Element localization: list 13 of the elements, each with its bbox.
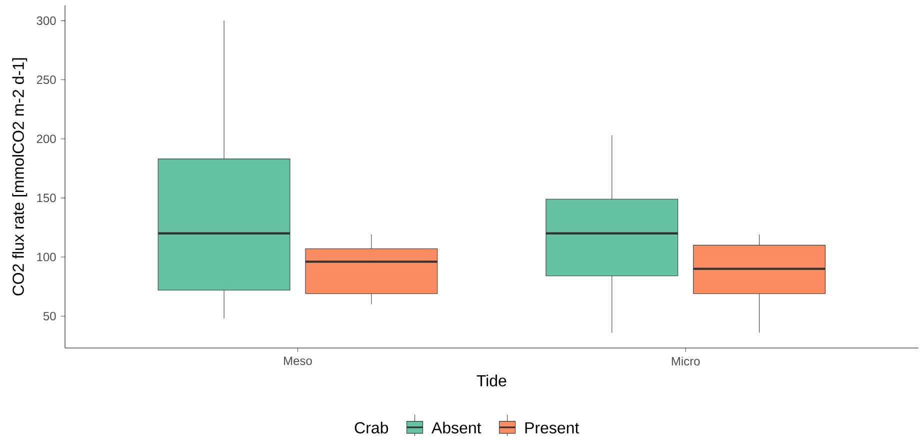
x-tick-label: Micro [672, 356, 700, 366]
y-tick-label: 50 [43, 312, 56, 320]
x-axis-title: Tide [476, 374, 506, 386]
y-tick-label: 250 [36, 76, 56, 84]
y-tick-label: 200 [36, 134, 56, 144]
y-axis-title: CO2 flux rate [mmolCO2 m-2 d-1] [12, 58, 28, 296]
y-tick-label: 150 [37, 194, 56, 202]
y-tick-label: 100 [37, 252, 56, 262]
legend-title: Crab [354, 422, 388, 434]
y-tick-label: 300 [36, 16, 56, 25]
legend-label: Present [525, 422, 580, 434]
legend-label: Absent [432, 422, 482, 434]
x-tick-label: Meso [284, 356, 312, 366]
